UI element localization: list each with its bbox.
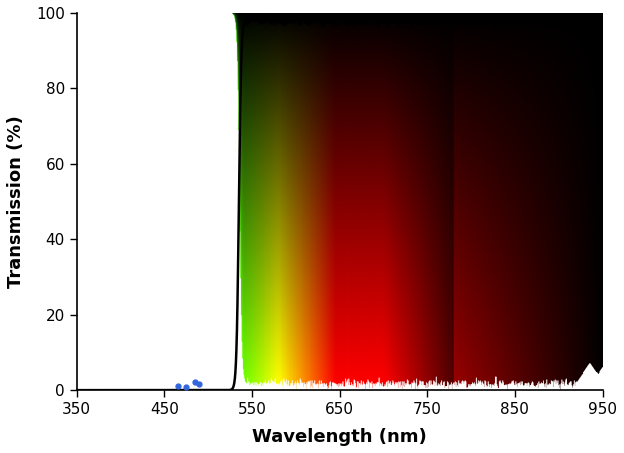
X-axis label: Wavelength (nm): Wavelength (nm) [252, 428, 427, 446]
Y-axis label: Transmission (%): Transmission (%) [7, 115, 25, 288]
